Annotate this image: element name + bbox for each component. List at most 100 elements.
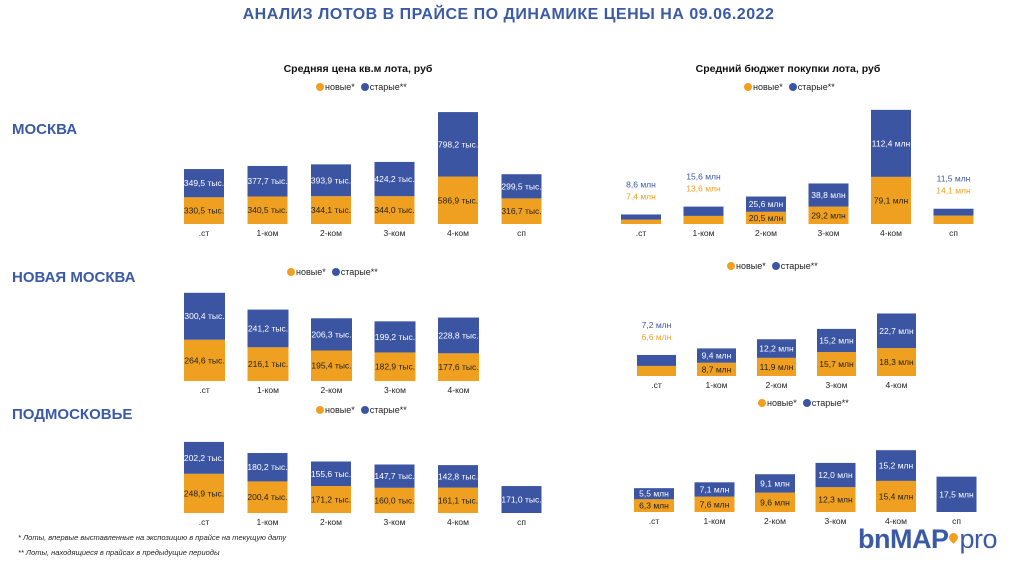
legend-old-label: старые** [369, 405, 407, 415]
bar-new [637, 365, 676, 376]
category-label: .ст [199, 228, 210, 238]
data-label-new: 586,9 тыс. [438, 195, 478, 205]
data-label-new: 9,6 млн [760, 497, 790, 507]
data-label-old: 7,1 млн [700, 484, 730, 494]
bar-old [815, 462, 856, 488]
category-label: 1-ком [257, 517, 279, 527]
bar-new [311, 196, 351, 224]
bar-old [184, 169, 224, 198]
legend-new-swatch [727, 262, 735, 270]
bar-old [746, 196, 786, 212]
bar-old [621, 214, 661, 220]
bar-new [438, 487, 478, 513]
data-label-new: 29,2 млн [811, 210, 846, 220]
bar-new [694, 496, 735, 512]
bar-new [374, 196, 415, 224]
data-label-old: 17,5 млн [939, 489, 974, 499]
data-label-new: 160,0 тыс. [374, 495, 414, 505]
legend-new-swatch [744, 83, 752, 91]
category-label: сп [517, 228, 526, 238]
data-label-old: 424,2 тыс. [374, 174, 414, 184]
category-label: сп [952, 516, 961, 526]
category-label: 4-ком [447, 517, 469, 527]
bar-new [374, 487, 415, 513]
data-label-old: 5,5 млн [639, 489, 669, 499]
data-label-new: 344,0 тыс. [374, 205, 414, 215]
legend-old-label: старые** [797, 82, 835, 92]
bar-old [438, 465, 478, 488]
category-label: 1-ком [704, 516, 726, 526]
bar-new [501, 198, 542, 224]
data-label-old: 38,8 млн [811, 190, 846, 200]
bar-old [876, 450, 916, 481]
bar-old [871, 109, 911, 177]
data-label-old: 142,8 тыс. [438, 471, 478, 481]
data-label-old: 155,6 тыс. [311, 469, 351, 479]
category-label: .ст [636, 228, 647, 238]
bar-new [311, 350, 352, 381]
bar-new [933, 215, 974, 224]
legend-old-swatch [360, 83, 369, 91]
data-label-old: 180,2 тыс. [247, 462, 287, 472]
bar-new [876, 480, 916, 512]
bnmap-logo: bnMAP pro [858, 524, 998, 554]
legend-old-label: старые** [780, 261, 818, 271]
category-label: сп [517, 517, 526, 527]
bar-old [311, 164, 351, 197]
page-title: АНАЛИЗ ЛОТОВ В ПРАЙСЕ ПО ДИНАМИКЕ ЦЕНЫ Н… [242, 6, 775, 23]
bar-old [374, 321, 416, 353]
data-label-old: 199,2 тыс. [375, 332, 415, 342]
legend: новые* старые** [727, 261, 818, 271]
legend-new-swatch [316, 83, 324, 91]
data-label-new: 264,6 тыс. [184, 355, 224, 365]
data-label-old: 206,3 тыс. [311, 329, 351, 339]
bar-new [184, 473, 224, 513]
bar-new [683, 215, 724, 224]
bar-old [697, 348, 736, 363]
bar-new [621, 219, 661, 224]
category-label: 2-ком [321, 385, 343, 395]
data-label-old: 15,2 млн [879, 461, 914, 471]
legend-new-label: новые* [767, 398, 797, 408]
data-label-new: 8,7 млн [702, 364, 732, 374]
data-label-old: 202,2 тыс. [184, 453, 224, 463]
legend-old-swatch [771, 262, 780, 270]
data-label-old: 393,9 тыс. [311, 175, 351, 185]
footnote-old: ** Лоты, находящиеся в прайсах в предыду… [18, 548, 220, 557]
bar-new [438, 353, 479, 381]
data-label-old: 798,2 тыс. [438, 139, 478, 149]
bar-old [877, 313, 916, 349]
bar-old [501, 486, 542, 513]
bar-old [936, 476, 977, 512]
category-label: 4-ком [886, 380, 908, 390]
category-label: .ст [199, 517, 210, 527]
bar-new [438, 176, 478, 224]
legend: новые* старые** [287, 267, 378, 277]
bar-old [247, 165, 288, 197]
bar-old [634, 488, 674, 500]
category-label: сп [949, 228, 958, 238]
data-label-new: 12,3 млн [818, 495, 853, 505]
bar-new [755, 492, 795, 512]
data-label-new: 15,4 млн [879, 491, 914, 501]
legend-new-label: новые* [736, 261, 766, 271]
legend-old-label: старые** [369, 82, 407, 92]
section-label-new-moscow: НОВАЯ МОСКВА [12, 269, 136, 286]
data-label-new: 171,2 тыс. [311, 495, 351, 505]
bar-new [817, 352, 856, 376]
bar-old [637, 354, 676, 366]
data-label-old: 9,4 млн [702, 351, 732, 361]
legend-new-label: новые* [296, 267, 326, 277]
bar-old [247, 309, 289, 348]
data-label-new: 6,3 млн [639, 501, 669, 511]
bar-old [501, 174, 542, 199]
bar-old [438, 112, 478, 177]
data-label-new: 216,1 тыс. [248, 359, 288, 369]
category-label: .ст [651, 380, 662, 390]
data-label-new: 177,6 тыс. [438, 362, 478, 372]
chart-title-budget: Средний бюджет покупки лота, руб [695, 63, 881, 75]
legend: новые* старые** [316, 82, 407, 92]
legend-new-label: новые* [325, 82, 355, 92]
legend: новые* старые** [316, 405, 407, 415]
chart-title-price: Средняя цена кв.м лота, руб [283, 63, 433, 75]
